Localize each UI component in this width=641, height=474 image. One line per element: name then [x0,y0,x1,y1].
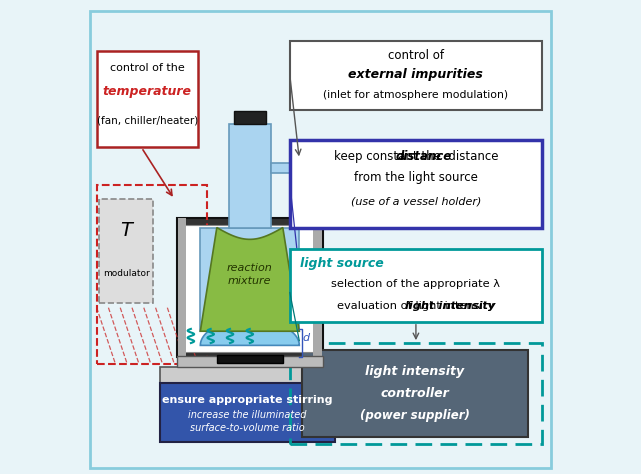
Text: increase the illuminated
surface-to-volume ratio: increase the illuminated surface-to-volu… [188,410,306,433]
Bar [201,228,299,331]
Bar [271,163,299,173]
Text: evaluation of light intensity: evaluation of light intensity [337,301,494,311]
Text: (fan, chiller/heater): (fan, chiller/heater) [97,116,198,126]
Bar [290,41,542,110]
Polygon shape [201,228,299,331]
Bar [178,218,186,357]
Bar [97,51,198,147]
Bar [302,350,528,438]
Text: external impurities: external impurities [349,68,483,81]
Text: from the light source: from the light source [354,172,478,184]
Bar [177,218,323,357]
Text: reaction
mixture: reaction mixture [227,263,272,286]
Text: control of: control of [388,49,444,62]
Bar [184,225,316,353]
Bar [160,366,335,385]
Text: d: d [303,333,310,343]
Text: control of the: control of the [110,63,185,73]
Text: (use of a vessel holder): (use of a vessel holder) [351,196,481,206]
Bar [313,218,322,357]
Bar [290,249,542,322]
Bar [234,111,266,124]
Bar [290,140,542,228]
Bar [290,343,542,444]
Text: modulator: modulator [103,269,149,278]
FancyBboxPatch shape [90,11,551,468]
Text: keep constant the  distance: keep constant the distance [334,150,498,163]
Text: temperature: temperature [103,85,192,98]
Text: (inlet for atmosphere modulation): (inlet for atmosphere modulation) [323,90,508,100]
Text: light source: light source [300,257,383,270]
Text: controller: controller [380,387,449,400]
Polygon shape [201,319,299,346]
Bar [217,355,283,363]
Text: distance: distance [396,150,453,163]
Text: light intensity: light intensity [365,365,464,378]
Bar [160,383,335,442]
Bar [229,124,271,228]
Bar [177,356,323,366]
Text: ensure appropriate stirring: ensure appropriate stirring [162,394,333,405]
Bar [97,185,208,364]
Text: T: T [120,221,132,240]
Text: selection of the appropriate λ: selection of the appropriate λ [331,279,501,289]
Text: (power supplier): (power supplier) [360,409,470,422]
Text: light intensity: light intensity [405,301,495,311]
Bar [99,199,153,303]
